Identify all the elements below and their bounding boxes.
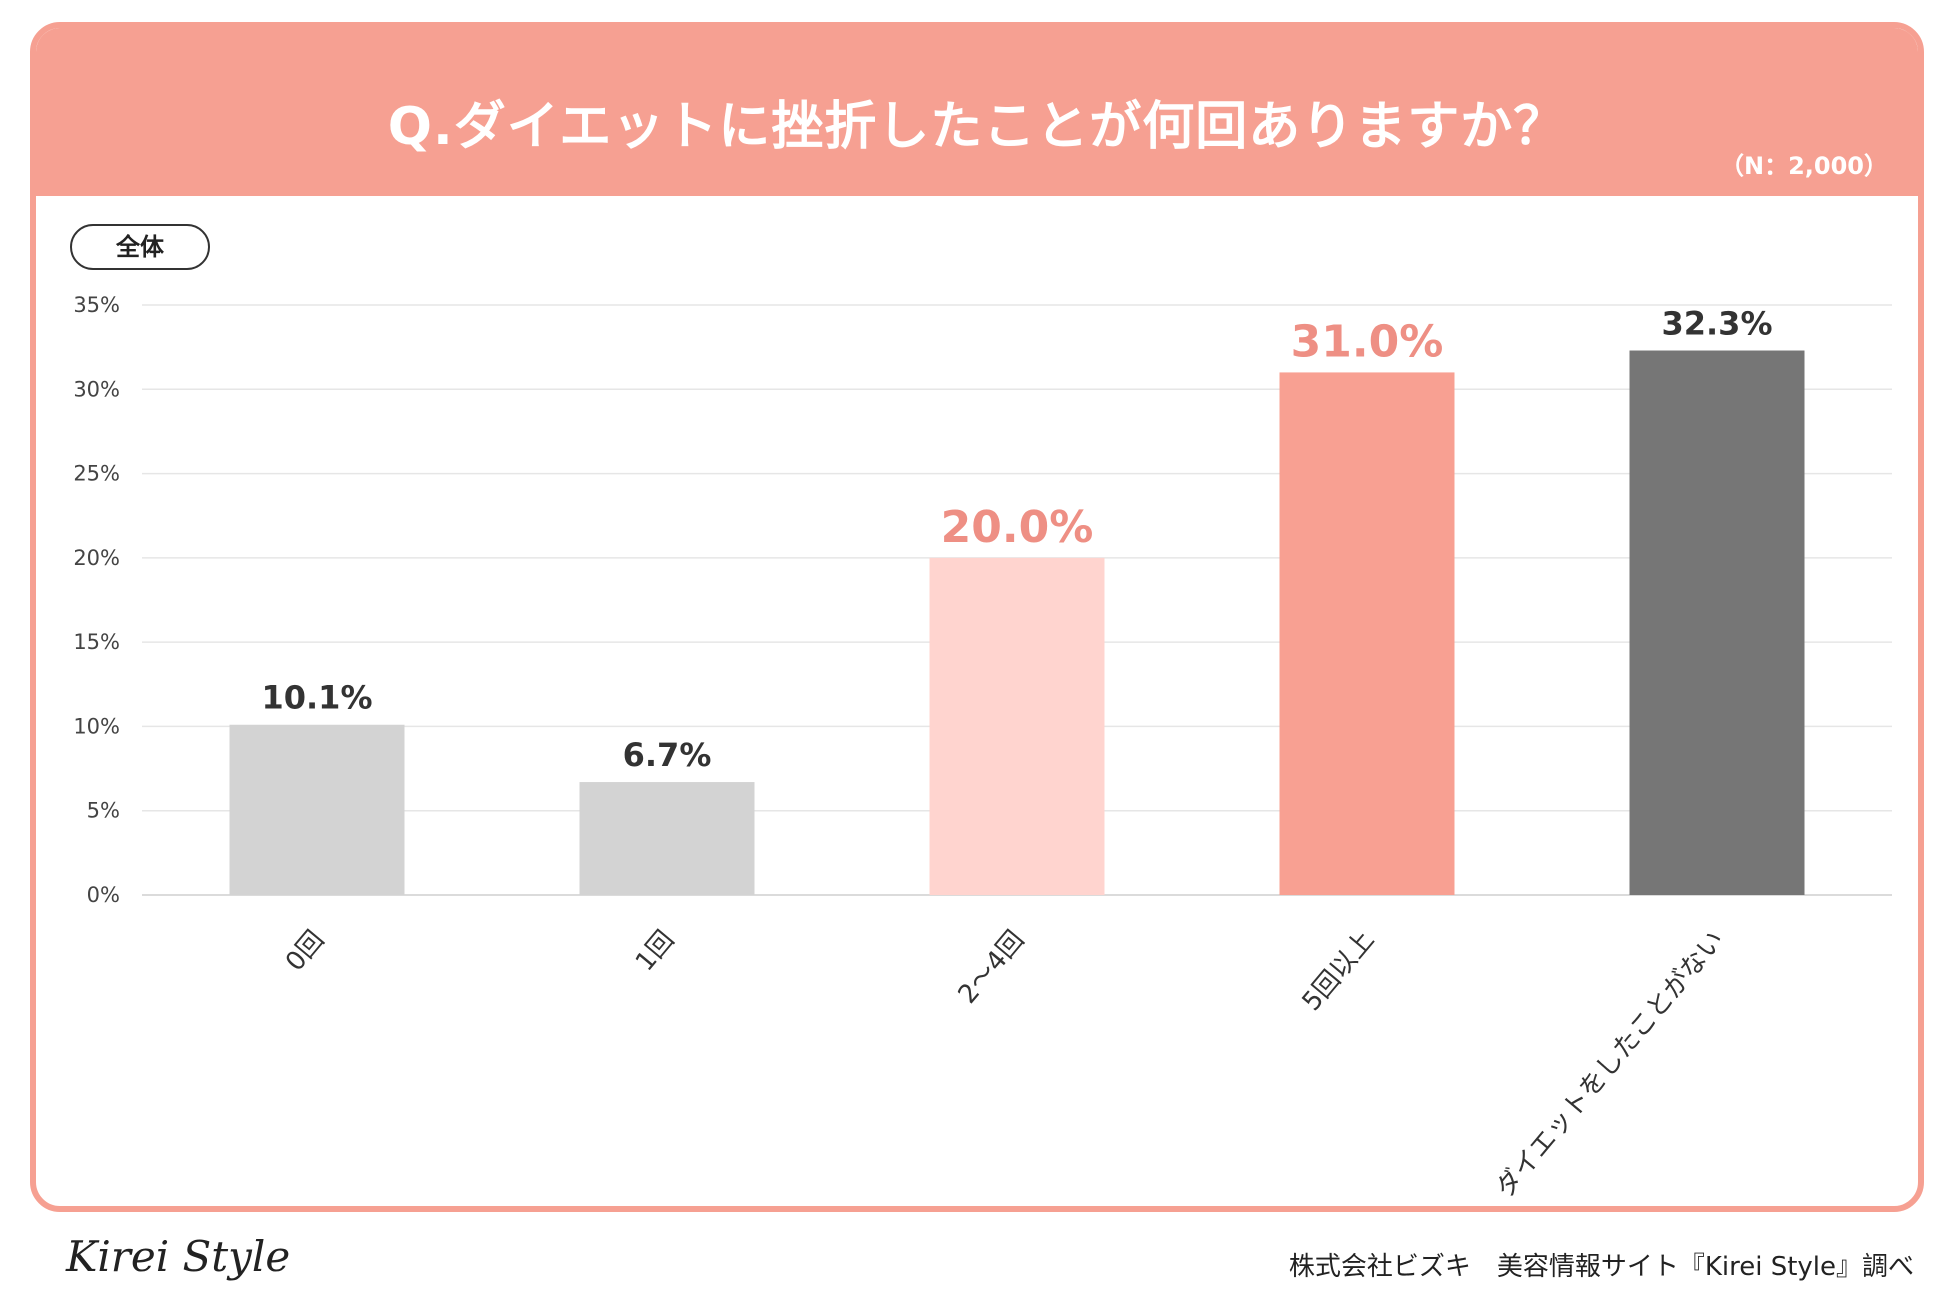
y-tick-label: 20% [73, 546, 120, 570]
bar [929, 557, 1105, 895]
x-tick-label: ダイエットをしたことがない [1490, 925, 1730, 1203]
segment-badge: 全体 [70, 224, 210, 270]
y-tick-label: 15% [73, 630, 120, 654]
x-tick-label: 0回 [280, 925, 330, 977]
bar [229, 724, 405, 895]
y-tick-label: 30% [73, 377, 120, 401]
header-banner: Q.ダイエットに挫折したことが何回ありますか？ （N：2,000） [36, 28, 1918, 196]
data-label: 32.3% [1661, 305, 1772, 343]
bar [579, 782, 755, 895]
y-tick-label: 25% [73, 462, 120, 486]
x-tick-label: 5回以上 [1297, 925, 1381, 1017]
data-label: 6.7% [623, 736, 712, 774]
data-label: 20.0% [941, 502, 1094, 553]
bar [1629, 350, 1805, 895]
chart-card: Q.ダイエットに挫折したことが何回ありますか？ （N：2,000） 全体 [30, 22, 1924, 1212]
bar [1279, 372, 1455, 895]
y-tick-label: 10% [73, 714, 120, 738]
y-tick-label: 0% [87, 883, 120, 907]
y-tick-label: 5% [87, 799, 120, 823]
x-tick-label: 1回 [630, 925, 680, 977]
chart-title: Q.ダイエットに挫折したことが何回ありますか？ [387, 97, 1567, 157]
y-tick-label: 35% [73, 293, 120, 317]
data-label: 31.0% [1291, 316, 1444, 367]
x-tick-label: 2～4回 [953, 925, 1031, 1009]
sample-size: （N：2,000） [1720, 152, 1888, 180]
data-label: 10.1% [261, 679, 372, 717]
brand-logo: Kirei Style [66, 1232, 291, 1281]
source-credit: 株式会社ビズキ 美容情報サイト『Kirei Style』調べ [1288, 1252, 1914, 1282]
